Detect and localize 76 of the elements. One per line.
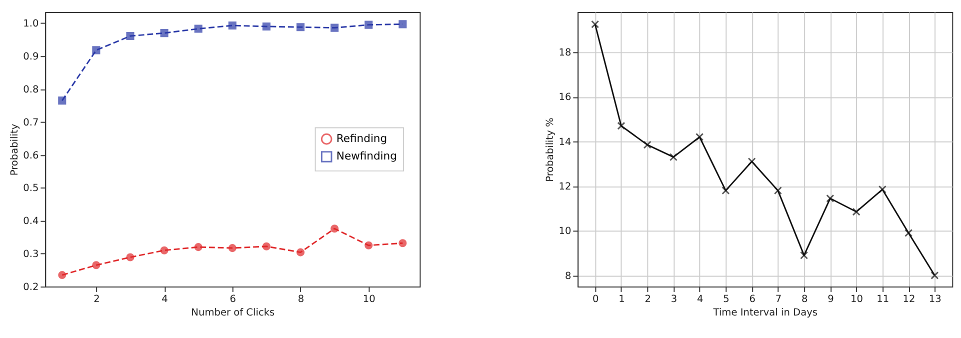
point <box>228 21 236 30</box>
point <box>330 224 339 233</box>
x-tick-label: 8 <box>298 294 304 305</box>
y-tick-label: 0.3 <box>23 249 39 260</box>
x-tick-label: 10 <box>850 294 864 305</box>
point <box>852 208 860 216</box>
y-tick-label: 8 <box>564 270 572 282</box>
point <box>722 186 730 195</box>
y-axis-title: Probability <box>9 124 20 176</box>
point <box>58 96 66 105</box>
point <box>262 242 270 250</box>
point <box>58 271 66 280</box>
legend-label: Refinding <box>336 132 388 146</box>
y-tick-label: 0.6 <box>23 150 39 162</box>
point <box>878 185 886 194</box>
y-axis-title: Probability % <box>544 118 556 182</box>
x-axis-title: Time Interval in Days <box>712 307 818 318</box>
point <box>669 153 678 162</box>
x-tick-label: 2 <box>94 294 100 305</box>
point <box>330 24 339 32</box>
y-tick-label: 0.5 <box>23 183 39 194</box>
y-tick-label: 10 <box>558 226 572 238</box>
point <box>643 140 652 149</box>
point <box>194 243 202 252</box>
x-tick-label: 4 <box>696 294 704 305</box>
x-axis-title: Number of Clicks <box>191 307 275 318</box>
point <box>160 29 168 38</box>
point <box>398 20 407 28</box>
x-tick-label: 3 <box>670 294 678 305</box>
point <box>696 132 704 142</box>
point <box>800 251 808 260</box>
legend-label: Newfinding <box>336 150 397 163</box>
point <box>126 253 134 262</box>
point <box>296 23 305 32</box>
point <box>160 246 168 254</box>
point <box>364 20 373 29</box>
x-tick-label: 2 <box>644 294 651 305</box>
point <box>92 46 100 54</box>
point <box>364 241 373 250</box>
point <box>930 271 939 280</box>
point <box>617 122 626 130</box>
point <box>591 20 600 28</box>
point <box>126 32 134 40</box>
point <box>194 24 202 33</box>
x-tick-label: 12 <box>902 294 916 305</box>
point <box>228 244 236 252</box>
y-tick-label: 0.8 <box>23 84 39 96</box>
x-tick-label: 1 <box>618 294 625 305</box>
y-tick-label: 0.9 <box>23 52 39 63</box>
point <box>296 248 305 256</box>
y-tick-label: 16 <box>558 92 572 104</box>
point <box>92 261 100 270</box>
x-tick-label: 0 <box>592 294 599 305</box>
x-tick-label: 6 <box>749 294 756 305</box>
x-tick-label: 10 <box>362 294 376 305</box>
point <box>262 22 270 30</box>
point <box>904 228 913 238</box>
point <box>398 239 407 248</box>
point <box>774 186 782 195</box>
y-tick-label: 14 <box>558 136 572 148</box>
x-tick-label: 4 <box>162 294 168 305</box>
y-tick-label: 0.2 <box>23 282 39 293</box>
x-tick-label: 13 <box>928 294 942 305</box>
y-tick-label: 1.0 <box>23 18 39 30</box>
x-tick-label: 9 <box>828 294 834 305</box>
x-tick-label: 5 <box>723 294 730 305</box>
point <box>748 158 756 166</box>
y-tick-label: 0.7 <box>23 117 39 128</box>
x-tick-label: 11 <box>876 294 890 305</box>
x-tick-label: 7 <box>775 294 782 305</box>
y-tick-label: 0.4 <box>23 216 39 228</box>
x-tick-label: 6 <box>230 294 236 305</box>
point <box>826 194 834 202</box>
y-tick-label: 12 <box>558 182 572 193</box>
y-tick-label: 18 <box>558 48 572 59</box>
x-tick-label: 8 <box>801 294 808 305</box>
